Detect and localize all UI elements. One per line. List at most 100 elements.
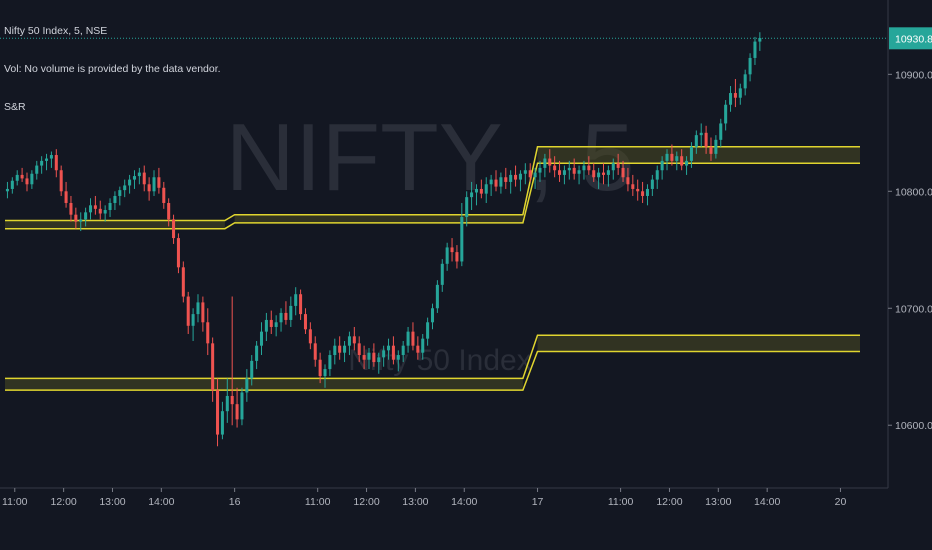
candle-body <box>25 178 29 185</box>
candle-body <box>543 158 547 168</box>
candle-body <box>562 170 566 175</box>
candle <box>162 181 166 209</box>
candle <box>181 261 185 303</box>
candle-body <box>235 404 239 420</box>
candle <box>523 163 527 185</box>
candle <box>582 160 586 180</box>
candle-body <box>533 172 537 178</box>
candle-body <box>636 188 640 192</box>
y-tick-label: 10900.00 <box>895 69 932 81</box>
candle <box>176 233 180 274</box>
candle-body <box>357 343 361 356</box>
candle-body <box>582 165 586 171</box>
candle <box>45 153 49 171</box>
legend-indicator[interactable]: S&R <box>4 101 26 113</box>
candle-body <box>93 205 97 209</box>
candle-body <box>665 153 669 161</box>
candle-body <box>240 392 244 420</box>
candle <box>601 163 606 185</box>
candle-body <box>528 170 532 178</box>
candle-body <box>514 174 518 180</box>
candle <box>391 336 395 365</box>
candle <box>670 144 674 166</box>
x-tick-label: 17 <box>532 496 544 508</box>
candle-body <box>259 331 264 346</box>
candle <box>689 142 693 168</box>
candle-body <box>558 170 562 175</box>
candle-body <box>279 312 283 323</box>
candle-body <box>421 338 425 353</box>
candle <box>470 181 474 211</box>
x-tick-label: 14:00 <box>451 496 477 508</box>
candle-body <box>411 331 415 346</box>
candle-body <box>108 202 112 211</box>
candle-body <box>142 172 146 185</box>
candle <box>220 401 224 440</box>
candle-body <box>680 156 684 166</box>
candle-body <box>118 190 122 196</box>
candle <box>74 207 78 229</box>
candle-body <box>650 179 654 189</box>
candle <box>538 160 542 182</box>
candle <box>748 53 752 82</box>
candle-body <box>157 177 161 188</box>
candle-body <box>489 179 493 185</box>
candle-body <box>523 170 527 174</box>
candle-body <box>641 191 645 196</box>
candle-body <box>577 170 581 174</box>
candle-body <box>450 247 454 253</box>
candle <box>362 345 366 370</box>
candle <box>631 174 635 196</box>
candle-body <box>655 170 659 180</box>
candle <box>274 315 278 337</box>
x-tick-label: 14:00 <box>754 496 780 508</box>
candle <box>611 158 615 180</box>
candle <box>494 170 498 192</box>
candle <box>587 156 591 175</box>
candle-body <box>103 210 107 214</box>
candle-body <box>470 192 474 198</box>
candle-body <box>714 139 718 154</box>
candle-body <box>753 41 757 58</box>
x-tick-label: 12:00 <box>656 496 682 508</box>
candle <box>367 348 371 370</box>
candle-body <box>396 355 400 360</box>
candle-body <box>694 135 698 147</box>
candle <box>484 177 488 203</box>
candle <box>704 125 708 154</box>
candle-body <box>137 172 141 177</box>
candle-body <box>220 411 224 435</box>
candle-body <box>587 165 591 171</box>
candle <box>206 308 210 356</box>
candle <box>597 167 601 189</box>
legend-symbol[interactable]: Nifty 50 Index, 5, NSE <box>4 25 108 37</box>
candle-body <box>748 57 752 75</box>
x-tick-label: 13:00 <box>705 496 731 508</box>
y-tick-label: 10600.00 <box>895 420 932 432</box>
candle <box>245 369 249 402</box>
candle <box>709 137 713 161</box>
resistance-zone-fill <box>537 146 860 164</box>
candle-body <box>299 294 303 315</box>
candle-body <box>504 177 508 182</box>
candle-body <box>74 214 78 222</box>
candle-body <box>372 352 376 363</box>
candle <box>84 207 88 227</box>
candle-body <box>426 322 430 339</box>
candle <box>729 86 733 112</box>
candle-body <box>216 390 220 435</box>
candle <box>465 191 469 227</box>
candle-body <box>294 294 298 306</box>
candle <box>743 69 747 96</box>
candle-body <box>284 312 288 320</box>
candle <box>98 200 102 220</box>
candle-body <box>391 345 395 360</box>
candle <box>255 341 259 370</box>
candle-body <box>128 179 132 186</box>
candle-body <box>567 167 571 171</box>
candle-body <box>401 345 405 356</box>
candle <box>719 118 723 147</box>
candle <box>308 322 312 350</box>
